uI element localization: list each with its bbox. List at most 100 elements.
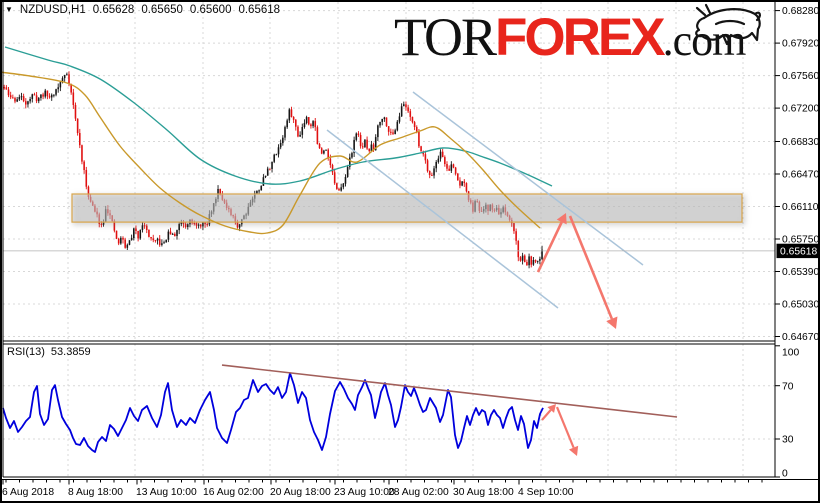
- candle-body: [528, 256, 530, 266]
- candle-body: [297, 126, 299, 137]
- candle-body: [156, 238, 159, 241]
- candle-body: [331, 165, 334, 173]
- candle-body: [42, 94, 44, 97]
- candle-body: [174, 233, 176, 236]
- candle-body: [513, 223, 515, 232]
- torforex-logo[interactable]: TOR FOREX .com: [394, 0, 766, 70]
- candle-body: [463, 181, 466, 184]
- candle-body: [238, 224, 241, 228]
- rsi-scale[interactable]: 100 70 30 0: [775, 345, 799, 480]
- candle-body: [83, 161, 85, 170]
- candle-body: [292, 117, 295, 120]
- price-tag-box: [776, 243, 819, 259]
- arrow-shaft: [568, 215, 614, 320]
- rsi-header: RSI(13) 53.3859: [7, 346, 91, 358]
- candle-body: [323, 150, 325, 154]
- rsi-line: [2, 372, 544, 453]
- time-tick-label: 8 Aug 18:00: [68, 487, 123, 498]
- chevron-down-icon[interactable]: ▼: [5, 5, 13, 14]
- candle-body: [139, 229, 142, 239]
- candle-body: [176, 230, 178, 236]
- candle-body: [448, 168, 450, 171]
- arrow-head: [606, 316, 618, 330]
- candle-body: [193, 222, 196, 224]
- candle-body: [59, 82, 62, 88]
- rsi-trendline: [221, 364, 678, 418]
- rsi-tick-label: 0: [782, 469, 788, 480]
- candle-body: [53, 94, 55, 96]
- candle-body: [85, 170, 88, 187]
- arrow-head: [556, 212, 567, 225]
- candle-body: [396, 121, 399, 131]
- candle-body: [199, 224, 202, 227]
- candle-body: [100, 223, 103, 225]
- price-tick-label: 0.67920: [782, 39, 819, 50]
- candle-body: [521, 255, 524, 261]
- candle-body: [318, 144, 321, 149]
- candle-body: [379, 121, 381, 126]
- candle-body: [357, 133, 360, 135]
- candle-body: [405, 104, 407, 108]
- candle-body: [536, 260, 539, 262]
- candle-body: [461, 181, 463, 186]
- time-scale[interactable]: 6 Aug 2018 8 Aug 18:00 13 Aug 10:00 16 Aug …: [2, 480, 763, 498]
- symbol-label: NZDUSD,H1: [19, 4, 86, 16]
- candle-body: [284, 127, 286, 138]
- candle-body: [523, 255, 526, 262]
- channel-line: [412, 91, 644, 266]
- candle-body: [50, 94, 53, 98]
- candle-body: [351, 153, 353, 158]
- current-price-label: 0.65618: [776, 243, 819, 259]
- ohlc-high: 0.65650: [141, 4, 183, 16]
- candle-body: [372, 144, 375, 151]
- candle-body: [532, 260, 535, 265]
- candle-body: [141, 225, 144, 230]
- candle-body: [355, 133, 358, 140]
- price-tick-label: 0.66470: [782, 170, 819, 181]
- candle-body: [327, 149, 329, 159]
- candle-body: [353, 139, 355, 154]
- candle-body: [435, 162, 437, 169]
- ma-slow-line: [4, 46, 553, 187]
- candle-body: [394, 130, 396, 134]
- price-tick-label: 0.65390: [782, 267, 819, 278]
- candle-body: [20, 96, 23, 98]
- candle-body: [465, 183, 468, 192]
- candle-body: [145, 225, 148, 230]
- candle-body: [290, 109, 293, 117]
- candle-body: [374, 137, 377, 151]
- candle-body: [279, 143, 282, 148]
- candle-body: [320, 148, 323, 154]
- candle-body: [256, 190, 258, 194]
- candle-body: [124, 239, 126, 248]
- candle-body: [400, 106, 403, 117]
- time-tick-label: 20 Aug 18:00: [270, 487, 331, 498]
- price-scale[interactable]: 0.68280 0.67920 0.67560 0.67200 0.66830 0.664…: [775, 6, 819, 343]
- candle-body: [413, 122, 416, 127]
- candle-body: [55, 89, 57, 95]
- resistance-zone: [71, 193, 743, 223]
- candle-body: [167, 231, 170, 240]
- candle-body: [444, 157, 446, 164]
- candle-body: [148, 230, 150, 237]
- candle-body: [342, 183, 345, 188]
- candle-body: [178, 224, 180, 231]
- rsi-tick-label: 30: [782, 435, 794, 446]
- arrow-shaft: [541, 409, 552, 421]
- candle-body: [301, 127, 304, 135]
- candle-body: [299, 134, 301, 137]
- candle-body: [197, 224, 200, 226]
- candle-body: [346, 167, 349, 177]
- candle-body: [314, 121, 317, 128]
- candle-body: [35, 95, 38, 102]
- candle-body: [57, 87, 59, 90]
- candle-body: [325, 149, 327, 151]
- candle-body: [74, 105, 77, 119]
- candle-body: [204, 222, 206, 225]
- candle-body: [154, 240, 157, 242]
- forecast-arrows: [536, 212, 618, 330]
- candle-body: [277, 147, 280, 155]
- candle-body: [269, 168, 271, 170]
- candle-body: [3, 87, 5, 89]
